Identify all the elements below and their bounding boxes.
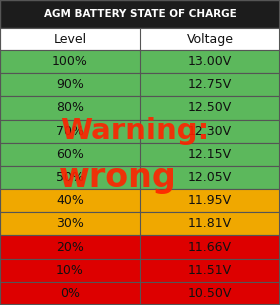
Bar bbox=[0, 143, 280, 166]
Bar bbox=[0, 259, 280, 282]
Text: AGM BATTERY STATE OF CHARGE: AGM BATTERY STATE OF CHARGE bbox=[44, 9, 236, 19]
Text: 70%: 70% bbox=[56, 125, 84, 138]
Text: Voltage: Voltage bbox=[186, 33, 234, 45]
Text: 11.51V: 11.51V bbox=[188, 264, 232, 277]
Text: 100%: 100% bbox=[52, 55, 88, 68]
Bar bbox=[0, 120, 280, 143]
Bar bbox=[0, 73, 280, 96]
Text: 0%: 0% bbox=[60, 287, 80, 300]
Text: 13.00V: 13.00V bbox=[188, 55, 232, 68]
Text: wrong: wrong bbox=[59, 161, 176, 194]
Text: 11.66V: 11.66V bbox=[188, 241, 232, 253]
Text: 12.15V: 12.15V bbox=[188, 148, 232, 161]
Text: Level: Level bbox=[53, 33, 87, 45]
Text: 60%: 60% bbox=[56, 148, 84, 161]
Bar bbox=[0, 0, 280, 28]
Text: 50%: 50% bbox=[56, 171, 84, 184]
Bar bbox=[0, 28, 280, 50]
Text: 12.75V: 12.75V bbox=[188, 78, 232, 91]
Text: 40%: 40% bbox=[56, 194, 84, 207]
Bar bbox=[0, 189, 280, 212]
Text: 80%: 80% bbox=[56, 102, 84, 114]
Text: 30%: 30% bbox=[56, 217, 84, 230]
Text: 12.50V: 12.50V bbox=[188, 102, 232, 114]
Text: 20%: 20% bbox=[56, 241, 84, 253]
Text: 10%: 10% bbox=[56, 264, 84, 277]
Text: 12.30V: 12.30V bbox=[188, 125, 232, 138]
Text: 11.95V: 11.95V bbox=[188, 194, 232, 207]
Bar bbox=[0, 282, 280, 305]
Text: 90%: 90% bbox=[56, 78, 84, 91]
Text: 11.81V: 11.81V bbox=[188, 217, 232, 230]
Bar bbox=[0, 166, 280, 189]
Bar bbox=[0, 212, 280, 235]
Bar bbox=[0, 50, 280, 73]
Text: 12.05V: 12.05V bbox=[188, 171, 232, 184]
Bar bbox=[0, 235, 280, 259]
Text: Warning:: Warning: bbox=[60, 117, 209, 145]
Bar bbox=[0, 96, 280, 120]
Text: 10.50V: 10.50V bbox=[188, 287, 232, 300]
